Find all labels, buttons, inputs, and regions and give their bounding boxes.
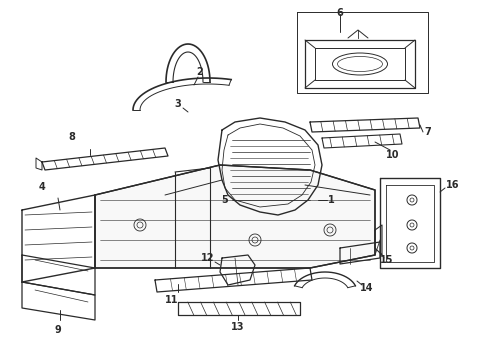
Text: 3: 3 xyxy=(174,99,181,109)
Text: 4: 4 xyxy=(39,182,46,192)
Text: 16: 16 xyxy=(446,180,460,190)
Polygon shape xyxy=(95,165,375,268)
Text: 11: 11 xyxy=(165,295,179,305)
Text: 14: 14 xyxy=(360,283,373,293)
Text: 5: 5 xyxy=(221,195,228,205)
Text: 2: 2 xyxy=(196,67,203,77)
Text: 12: 12 xyxy=(200,253,214,263)
Text: 7: 7 xyxy=(424,127,431,137)
Text: 8: 8 xyxy=(69,132,75,142)
Text: 15: 15 xyxy=(380,255,393,265)
Text: 9: 9 xyxy=(54,325,61,335)
Text: 6: 6 xyxy=(337,8,343,18)
Text: 13: 13 xyxy=(231,322,245,332)
Text: 10: 10 xyxy=(386,150,400,160)
Text: 1: 1 xyxy=(328,195,335,205)
